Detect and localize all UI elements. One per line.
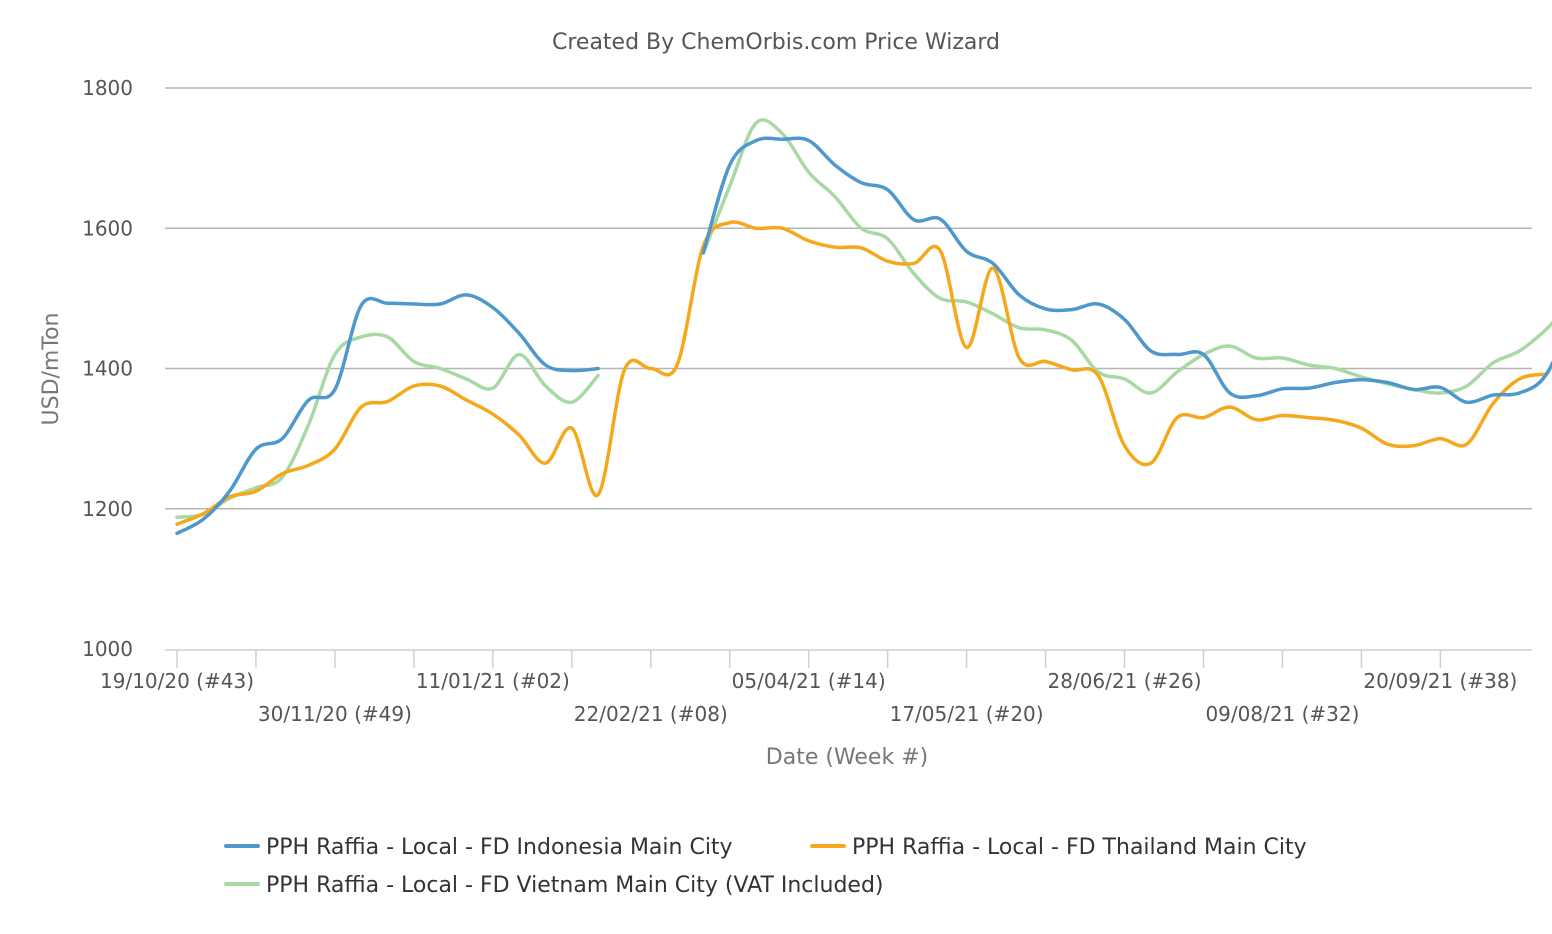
x-axis-title: Date (Week #) bbox=[766, 745, 928, 770]
y-tick-label: 1200 bbox=[82, 497, 133, 521]
legend-label: PPH Raffia - Local - FD Thailand Main Ci… bbox=[852, 835, 1307, 860]
legend-label: PPH Raffia - Local - FD Indonesia Main C… bbox=[266, 835, 733, 860]
series-line-segment[interactable] bbox=[175, 293, 600, 536]
legend-item[interactable]: PPH Raffia - Local - FD Thailand Main Ci… bbox=[810, 835, 1307, 860]
y-axis-ticks: 1000 1200 1400 1600 1800 bbox=[82, 76, 133, 661]
series-line-1[interactable] bbox=[175, 220, 1548, 526]
series-line-segment[interactable] bbox=[175, 332, 600, 519]
legend[interactable]: PPH Raffia - Local - FD Indonesia Main C… bbox=[224, 835, 1307, 898]
legend-item[interactable]: PPH Raffia - Local - FD Vietnam Main Cit… bbox=[224, 873, 884, 898]
series-line-0[interactable] bbox=[175, 136, 1552, 536]
x-tick-label: 17/05/21 (#20) bbox=[890, 702, 1044, 726]
legend-label: PPH Raffia - Local - FD Vietnam Main Cit… bbox=[266, 873, 884, 898]
y-tick-label: 1800 bbox=[82, 76, 133, 100]
y-tick-label: 1000 bbox=[82, 637, 133, 661]
y-axis-title: USD/mTon bbox=[39, 313, 64, 426]
x-tick-label: 30/11/20 (#49) bbox=[258, 702, 412, 726]
x-tick-label: 20/09/21 (#38) bbox=[1363, 669, 1517, 693]
x-tick-label: 22/02/21 (#08) bbox=[574, 702, 728, 726]
x-tick-label: 11/01/21 (#02) bbox=[416, 669, 570, 693]
series-line-segment[interactable] bbox=[701, 136, 1552, 405]
series-line-2[interactable] bbox=[175, 118, 1552, 519]
series-lines[interactable] bbox=[175, 118, 1552, 536]
legend-item[interactable]: PPH Raffia - Local - FD Indonesia Main C… bbox=[224, 835, 733, 860]
x-tick-label: 05/04/21 (#14) bbox=[732, 669, 886, 693]
x-tick-label: 09/08/21 (#32) bbox=[1205, 702, 1359, 726]
grid-lines bbox=[165, 87, 1532, 510]
x-tick-label: 19/10/20 (#43) bbox=[100, 669, 254, 693]
y-tick-label: 1600 bbox=[82, 216, 133, 240]
x-tick-label: 28/06/21 (#26) bbox=[1048, 669, 1202, 693]
y-tick-label: 1400 bbox=[82, 357, 133, 381]
series-line-segment[interactable] bbox=[701, 118, 1552, 395]
x-axis-ticks: 19/10/20 (#43)30/11/20 (#49)11/01/21 (#0… bbox=[100, 650, 1517, 726]
series-line-segment[interactable] bbox=[175, 220, 1548, 526]
chart-title: Created By ChemOrbis.com Price Wizard bbox=[552, 30, 1000, 55]
